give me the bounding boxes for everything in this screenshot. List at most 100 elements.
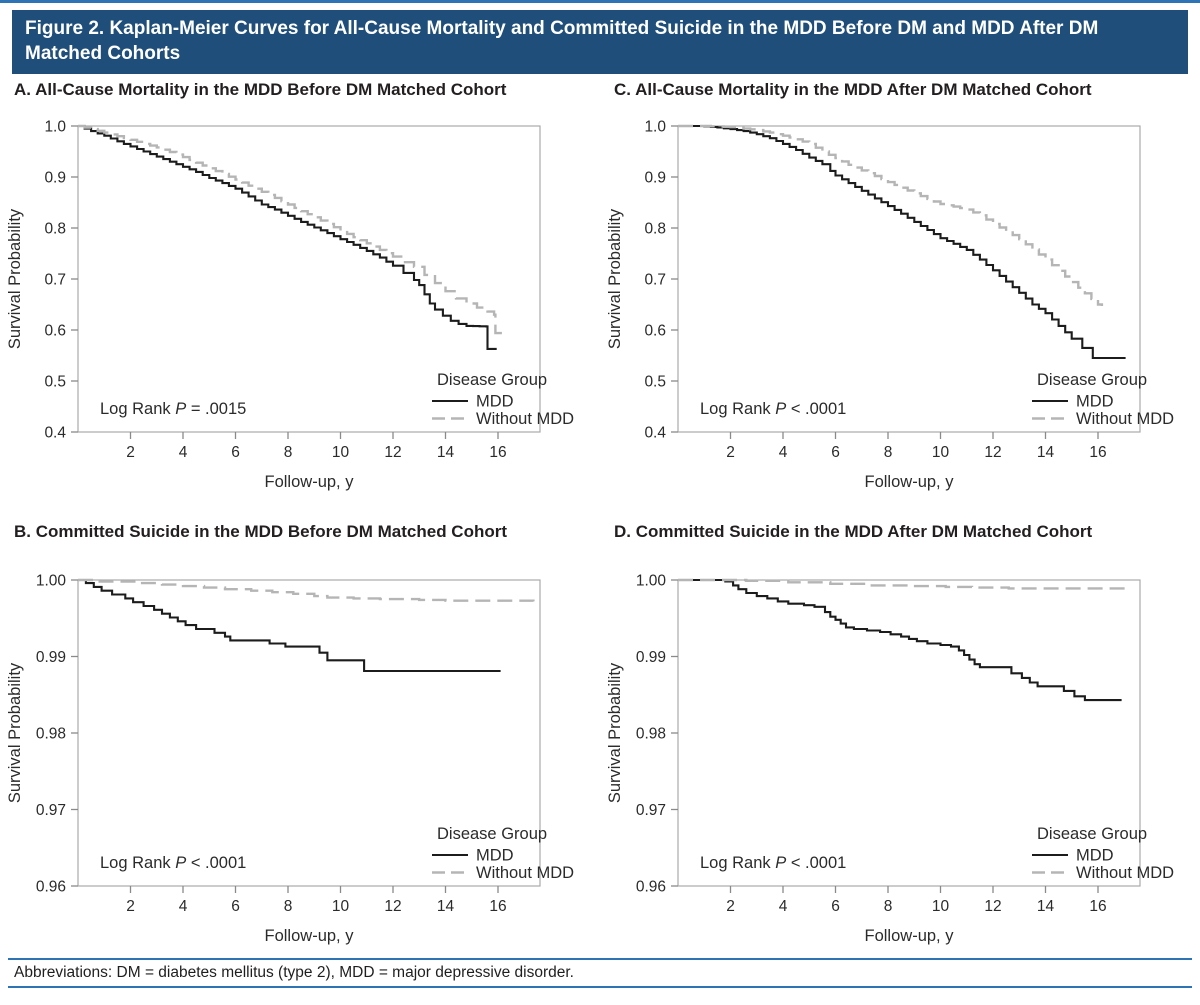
panel-D-km-chart: 2 4 6 8 10 12 14 16 Follow-up, y 1.00 0.99 0.98 0.97… xyxy=(600,552,1200,952)
x-tick-label: 2 xyxy=(126,444,135,461)
x-axis-title: Follow-up, y xyxy=(265,927,355,945)
panel-B-km-chart: 2 4 6 8 10 12 14 16 Follow-up, y 1.00 0.99 0.98 0.97… xyxy=(0,552,600,952)
x-axis: 2 4 6 8 10 12 14 16 Follow-up, y xyxy=(726,432,1107,491)
x-tick-label: 8 xyxy=(884,444,893,461)
km-plot-C: 2 4 6 8 10 12 14 16 Follow-up, y 1.0 0.9 0.8 0.7 0.6 0… xyxy=(606,119,1174,492)
x-tick-label: 12 xyxy=(984,444,1001,461)
x-tick-label: 16 xyxy=(489,898,506,915)
y-tick-label: 0.98 xyxy=(636,726,666,743)
y-tick-label: 1.00 xyxy=(636,573,667,590)
x-tick-label: 4 xyxy=(179,444,188,461)
y-tick-label: 0.9 xyxy=(44,170,66,187)
legend-title: Disease Group xyxy=(437,825,547,843)
x-axis: 2 4 6 8 10 12 14 16 Follow-up, y xyxy=(726,886,1107,945)
footer-rule-bottom xyxy=(8,986,1192,988)
y-tick-label: 0.97 xyxy=(636,802,666,819)
x-tick-label: 4 xyxy=(779,444,788,461)
x-tick-label: 16 xyxy=(1089,898,1106,915)
y-tick-label: 0.4 xyxy=(44,425,66,442)
x-tick-label: 6 xyxy=(831,444,840,461)
x-tick-label: 6 xyxy=(231,898,240,915)
y-axis-title: Survival Probability xyxy=(606,208,624,349)
log-rank-annotation: Log Rank P = .0015 xyxy=(100,400,246,418)
x-tick-label: 12 xyxy=(384,898,401,915)
panel-C-km-chart: 2 4 6 8 10 12 14 16 Follow-up, y 1.0 0.9 0.8 0.7 0.6 0… xyxy=(600,98,1200,498)
x-tick-label: 4 xyxy=(779,898,788,915)
log-rank-annotation: Log Rank P < .0001 xyxy=(700,400,846,418)
x-tick-label: 10 xyxy=(332,898,350,915)
y-axis-title: Survival Probability xyxy=(606,662,624,803)
x-tick-label: 2 xyxy=(726,898,735,915)
footer-rule-top xyxy=(8,958,1192,960)
log-rank-annotation: Log Rank P < .0001 xyxy=(100,854,246,872)
km-curve-without-mdd xyxy=(678,578,1127,590)
x-tick-label: 8 xyxy=(884,898,893,915)
y-tick-label: 0.98 xyxy=(36,726,66,743)
x-tick-label: 10 xyxy=(932,898,950,915)
y-tick-label: 0.8 xyxy=(644,221,666,238)
km-curve-mdd xyxy=(78,124,497,350)
x-tick-label: 10 xyxy=(932,444,950,461)
y-tick-label: 0.97 xyxy=(36,802,66,819)
y-axis: 1.0 0.9 0.8 0.7 0.6 0.5 0.4 Survival Probabilit… xyxy=(6,119,78,442)
y-tick-label: 0.7 xyxy=(644,272,666,289)
x-tick-label: 8 xyxy=(284,898,293,915)
y-tick-label: 0.99 xyxy=(636,649,666,666)
y-tick-label: 0.96 xyxy=(636,879,666,896)
x-tick-label: 6 xyxy=(231,444,240,461)
x-tick-label: 14 xyxy=(437,444,455,461)
figure-title-bar: Figure 2. Kaplan-Meier Curves for All-Ca… xyxy=(12,10,1188,75)
log-rank-annotation: Log Rank P < .0001 xyxy=(700,854,846,872)
km-curve-without-mdd xyxy=(678,124,1104,306)
y-tick-label: 1.0 xyxy=(644,119,666,136)
abbreviations-text: Abbreviations: DM = diabetes mellitus (t… xyxy=(14,964,574,981)
y-axis-title: Survival Probability xyxy=(6,208,24,349)
km-plot-A: 2 4 6 8 10 12 14 16 Follow-up, y 1.0 0.9 0.8 0.7 0.6 0… xyxy=(6,119,574,492)
legend-label: MDD xyxy=(476,393,514,411)
y-axis: 1.0 0.9 0.8 0.7 0.6 0.5 0.4 Survival Probabilit… xyxy=(606,119,678,442)
y-axis: 1.00 0.99 0.98 0.97 0.96 Survival Probability xyxy=(606,573,678,896)
km-curve-mdd xyxy=(678,124,1126,360)
figure-title-line1: Figure 2. Kaplan-Meier Curves for All-Ca… xyxy=(25,18,1099,39)
y-tick-label: 0.6 xyxy=(44,323,66,340)
legend-label: MDD xyxy=(1076,393,1114,411)
x-tick-label: 2 xyxy=(726,444,735,461)
x-tick-label: 16 xyxy=(489,444,506,461)
x-tick-label: 14 xyxy=(437,898,455,915)
x-tick-label: 4 xyxy=(179,898,188,915)
y-tick-label: 0.96 xyxy=(36,879,66,896)
x-tick-label: 2 xyxy=(126,898,135,915)
panel-title-B: B. Committed Suicide in the MDD Before D… xyxy=(14,522,508,541)
legend-title: Disease Group xyxy=(1037,825,1147,843)
panel-title-A: A. All-Cause Mortality in the MDD Before… xyxy=(14,80,507,99)
x-tick-label: 14 xyxy=(1037,898,1055,915)
km-curve-mdd xyxy=(78,578,501,673)
x-tick-label: 6 xyxy=(831,898,840,915)
x-tick-label: 10 xyxy=(332,444,350,461)
x-axis: 2 4 6 8 10 12 14 16 Follow-up, y xyxy=(126,432,507,491)
y-tick-label: 0.5 xyxy=(44,374,66,391)
x-axis-title: Follow-up, y xyxy=(265,473,355,491)
legend-title: Disease Group xyxy=(437,371,547,389)
y-tick-label: 0.9 xyxy=(644,170,666,187)
legend-label: Without MDD xyxy=(476,864,574,882)
panel-A-km-chart: 2 4 6 8 10 12 14 16 Follow-up, y 1.0 0.9 0.8 0.7 0.6 0… xyxy=(0,98,600,498)
y-tick-label: 1.00 xyxy=(36,573,67,590)
x-tick-label: 12 xyxy=(384,444,401,461)
legend-label: Without MDD xyxy=(476,410,574,428)
y-tick-label: 0.5 xyxy=(644,374,666,391)
km-curve-without-mdd xyxy=(78,124,505,336)
km-plot-D: 2 4 6 8 10 12 14 16 Follow-up, y 1.00 0.99 0.98 0.97… xyxy=(606,573,1174,946)
legend-label: Without MDD xyxy=(1076,410,1174,428)
legend-label: MDD xyxy=(476,847,514,865)
panel-title-D: D. Committed Suicide in the MDD After DM… xyxy=(614,522,1093,541)
km-curve-mdd xyxy=(678,578,1122,702)
figure-title-line2: Matched Cohorts xyxy=(25,42,181,64)
x-tick-label: 12 xyxy=(984,898,1001,915)
legend-label: Without MDD xyxy=(1076,864,1174,882)
